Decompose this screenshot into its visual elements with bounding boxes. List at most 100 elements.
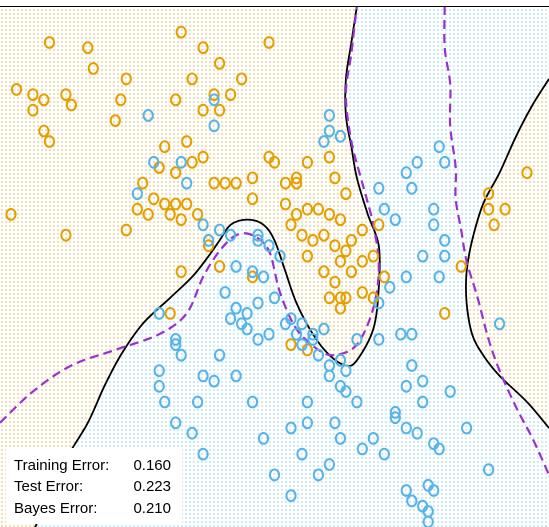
blue-point-81 (301, 395, 313, 409)
blue-point-118 (494, 317, 506, 331)
orange-point-40 (301, 155, 313, 169)
blue-point-13 (406, 181, 418, 195)
blue-point-116 (483, 463, 495, 477)
orange-point-75 (323, 291, 335, 305)
orange-point-13 (38, 93, 50, 107)
blue-point-57 (334, 353, 346, 367)
orange-point-17 (115, 93, 127, 107)
blue-point-45 (241, 322, 253, 336)
orange-point-21 (225, 88, 237, 101)
blue-point-7 (148, 155, 160, 169)
orange-point-12 (27, 88, 39, 101)
orange-point-70 (329, 275, 341, 289)
blue-point-83 (285, 421, 297, 435)
blue-point-1 (142, 109, 154, 122)
orange-point-58 (301, 202, 313, 216)
blue-point-104 (170, 416, 182, 430)
blue-point-32 (252, 234, 264, 247)
orange-point-64 (307, 234, 319, 247)
orange-point-49 (181, 197, 193, 211)
blue-point-28 (197, 218, 209, 232)
orange-point-4 (197, 41, 209, 55)
blue-point-33 (263, 239, 275, 253)
blue-point-30 (225, 228, 237, 242)
orange-point-8 (214, 56, 226, 70)
blue-point-55 (296, 338, 308, 352)
orange-point-76 (356, 254, 368, 268)
blue-point-51 (290, 327, 303, 341)
blue-point-37 (257, 270, 270, 284)
blue-point-82 (301, 416, 313, 430)
orange-point-60 (323, 208, 335, 221)
orange-point-9 (186, 72, 198, 86)
orange-point-18 (170, 93, 182, 107)
orange-point-77 (345, 234, 357, 247)
blue-point-35 (230, 260, 242, 273)
blue-point-25 (400, 270, 412, 284)
orange-point-37 (268, 155, 281, 169)
blue-point-42 (268, 291, 281, 305)
blue-point-86 (312, 468, 324, 482)
orange-point-94 (455, 260, 467, 273)
blue-point-93 (175, 348, 187, 362)
orange-point-39 (290, 171, 303, 185)
orange-point-34 (230, 176, 242, 190)
blue-point-102 (197, 447, 209, 461)
blue-point-112 (422, 515, 434, 527)
orange-point-27 (159, 140, 171, 154)
orange-point-54 (192, 208, 204, 221)
orange-point-25 (43, 135, 56, 148)
blue-point-41 (252, 296, 264, 310)
blue-point-115 (428, 484, 440, 497)
orange-point-83 (175, 265, 187, 279)
blue-point-119 (208, 93, 220, 107)
blue-point-40 (241, 307, 253, 320)
blue-point-79 (329, 416, 341, 430)
orange-point-53 (175, 213, 187, 227)
blue-point-21 (439, 234, 451, 247)
orange-point-88 (60, 228, 72, 242)
blue-point-16 (175, 155, 187, 169)
orange-point-89 (483, 187, 495, 201)
blue-point-14 (433, 140, 445, 154)
orange-point-31 (170, 166, 182, 180)
orange-point-41 (290, 176, 303, 190)
orange-point-7 (120, 72, 132, 86)
blue-point-62 (340, 385, 352, 398)
orange-point-59 (312, 202, 324, 216)
orange-point-3 (175, 25, 187, 39)
orange-point-61 (334, 213, 346, 227)
blue-point-58 (340, 364, 352, 378)
orange-point-56 (279, 197, 292, 211)
orange-point-73 (356, 286, 368, 299)
blue-point-71 (389, 406, 401, 419)
blue-point-3 (323, 109, 335, 122)
blue-point-17 (378, 202, 390, 216)
orange-point-78 (356, 223, 368, 237)
blue-point-6 (318, 135, 330, 148)
blue-point-20 (428, 218, 440, 232)
orange-point-22 (236, 72, 248, 86)
blue-point-70 (417, 395, 429, 409)
orange-point-93 (521, 166, 533, 180)
blue-point-97 (153, 364, 165, 378)
blue-point-72 (389, 411, 401, 425)
orange-point-16 (27, 103, 39, 117)
blue-point-38 (219, 286, 231, 299)
orange-point-5 (263, 36, 275, 49)
blue-point-120 (252, 228, 264, 242)
blue-point-106 (378, 447, 390, 461)
blue-point-94 (170, 338, 182, 352)
orange-point-72 (345, 265, 357, 279)
orange-point-66 (329, 239, 341, 253)
blue-point-105 (351, 395, 363, 409)
orange-point-68 (301, 249, 313, 263)
blue-point-113 (400, 484, 412, 497)
blue-point-46 (252, 333, 264, 346)
orange-point-85 (203, 239, 215, 253)
blue-point-4 (323, 124, 335, 138)
orange-point-69 (318, 265, 330, 279)
blue-point-103 (153, 379, 165, 393)
orange-point-33 (219, 176, 231, 190)
